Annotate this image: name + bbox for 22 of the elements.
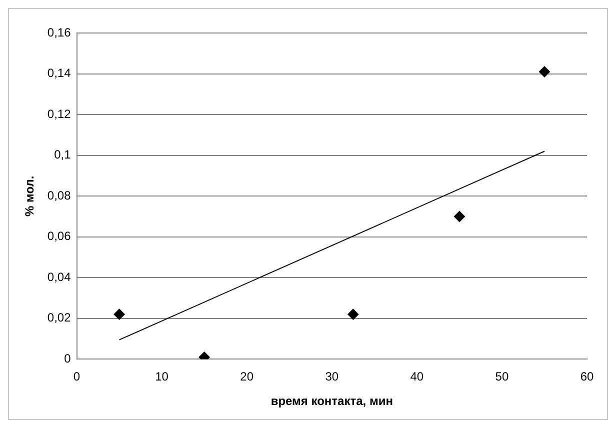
x-tick-label: 60 (580, 370, 594, 384)
y-axis-title: % мол. (22, 176, 37, 216)
y-tick-label: 0,06 (47, 229, 72, 244)
point (114, 308, 125, 320)
point (538, 66, 550, 78)
y-tick-label: 0,14 (47, 66, 72, 80)
y-tick-label: 0,08 (47, 188, 72, 202)
x-tick-label: 30 (325, 370, 339, 384)
y-tick-label: 0,02 (47, 310, 72, 325)
x-tick-label: 10 (155, 370, 169, 384)
y-tick-label: 0,12 (47, 106, 72, 121)
x-axis-title: время контакта, мин (270, 394, 393, 408)
y-tick-label: 0,16 (47, 25, 72, 40)
x-tick-label: 40 (410, 370, 424, 384)
x-tick-label: 50 (495, 370, 509, 384)
point (454, 210, 465, 222)
y-tick-label: 0,04 (47, 270, 72, 284)
x-tick-label: 20 (240, 370, 254, 384)
y-tick-label: 0 (64, 352, 72, 366)
y-tick-label: 0,1 (54, 148, 72, 162)
point (348, 308, 359, 320)
x-tick-label: 0 (73, 370, 80, 384)
